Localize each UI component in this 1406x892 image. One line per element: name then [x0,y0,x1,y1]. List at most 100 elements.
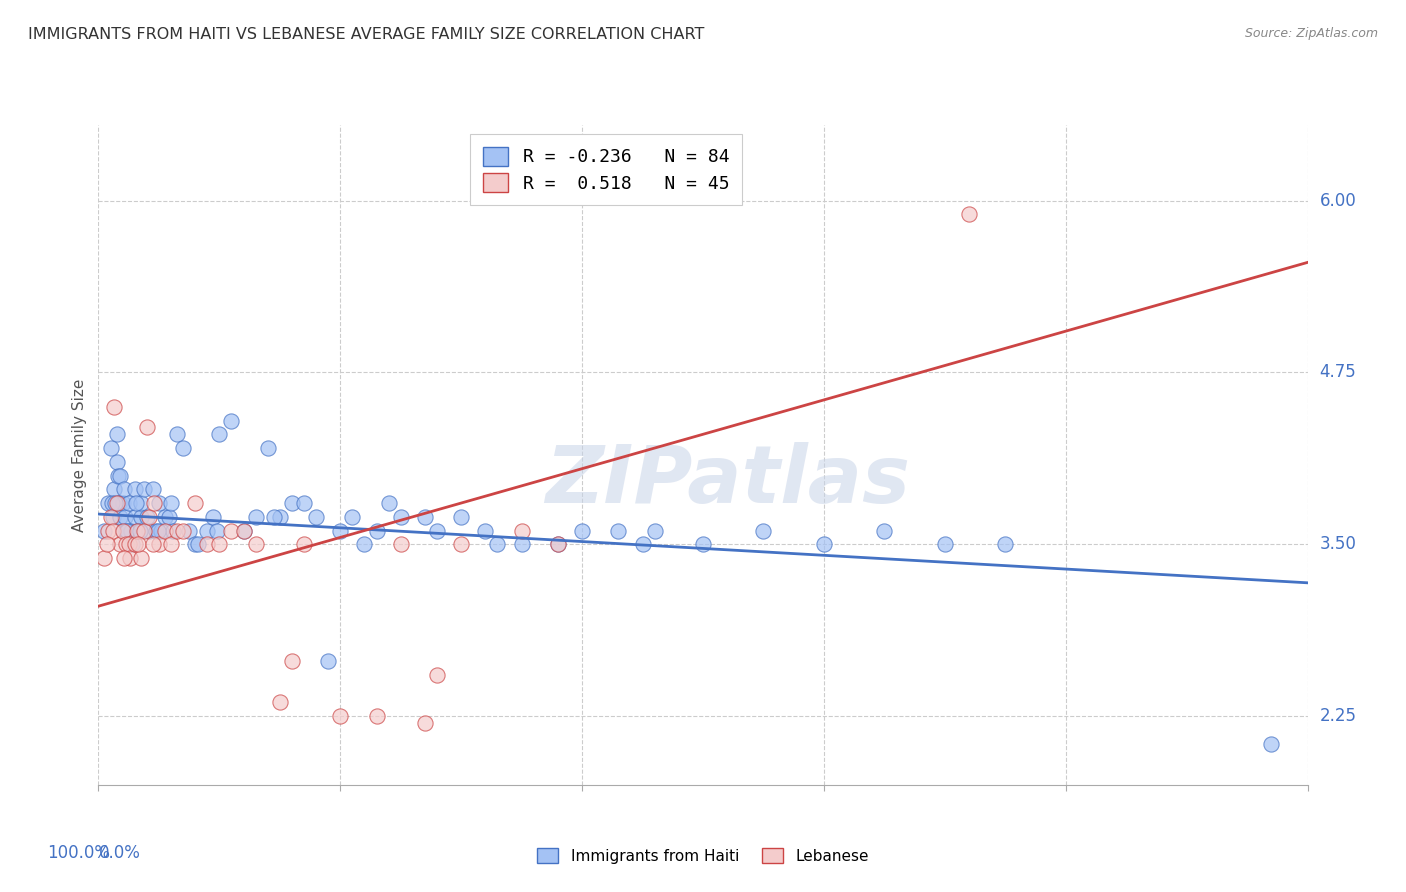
Text: Source: ZipAtlas.com: Source: ZipAtlas.com [1244,27,1378,40]
Point [221,524,243,538]
Text: 6.00: 6.00 [1320,192,1357,210]
Point [208,427,231,442]
Point [245,509,267,524]
Point [377,496,399,510]
Point [134,524,156,538]
Point [486,537,509,551]
Point [103,400,125,414]
Point [166,427,188,442]
Point [129,509,152,524]
Point [135,420,157,434]
Point [118,496,141,510]
Point [292,537,315,551]
Point [644,524,666,538]
Point [353,537,375,551]
Point [389,509,412,524]
Point [97,496,120,510]
Point [172,524,194,538]
Point [138,509,160,524]
Point [426,524,449,538]
Point [571,524,593,538]
Point [108,496,131,510]
Point [1260,737,1282,751]
Point [202,509,225,524]
Point [813,537,835,551]
Point [329,524,352,538]
Point [100,441,122,455]
Point [426,668,449,682]
Point [153,524,176,538]
Point [153,509,176,524]
Point [389,537,412,551]
Point [692,537,714,551]
Point [120,524,142,538]
Point [184,496,207,510]
Point [221,413,243,427]
Point [205,524,228,538]
Point [957,207,980,221]
Point [934,537,956,551]
Text: 3.50: 3.50 [1320,535,1357,553]
Point [127,524,149,538]
Point [547,537,569,551]
Point [108,537,131,551]
Point [269,509,291,524]
Point [115,524,138,538]
Y-axis label: Average Family Size: Average Family Size [72,378,87,532]
Point [103,483,125,497]
Point [263,509,285,524]
Point [342,509,364,524]
Text: 0.0%: 0.0% [98,845,141,863]
Point [195,524,218,538]
Point [148,496,170,510]
Point [316,654,339,668]
Point [256,441,278,455]
Point [474,524,496,538]
Point [160,537,183,551]
Point [366,524,388,538]
Point [450,537,472,551]
Point [125,496,148,510]
Point [208,537,231,551]
Point [413,509,436,524]
Point [100,496,122,510]
Point [150,524,173,538]
Text: 4.75: 4.75 [1320,363,1357,382]
Point [115,537,138,551]
Point [195,537,218,551]
Point [97,524,120,538]
Point [547,537,569,551]
Point [162,524,184,538]
Text: 100.0%: 100.0% [48,845,111,863]
Point [172,441,194,455]
Point [145,524,167,538]
Point [108,509,131,524]
Point [127,524,149,538]
Point [138,524,160,538]
Point [148,537,170,551]
Point [101,524,124,538]
Point [281,496,304,510]
Point [105,455,128,469]
Point [93,551,115,566]
Text: 2.25: 2.25 [1320,707,1357,725]
Point [93,524,115,538]
Point [96,537,118,551]
Point [112,483,135,497]
Point [510,524,533,538]
Point [450,509,472,524]
Legend: Immigrants from Haiti, Lebanese: Immigrants from Haiti, Lebanese [531,841,875,870]
Point [146,524,169,538]
Point [281,654,304,668]
Point [107,468,129,483]
Point [100,509,122,524]
Point [607,524,630,538]
Point [111,524,134,538]
Text: IMMIGRANTS FROM HAITI VS LEBANESE AVERAGE FAMILY SIZE CORRELATION CHART: IMMIGRANTS FROM HAITI VS LEBANESE AVERAG… [28,27,704,42]
Point [129,496,152,510]
Point [129,551,152,566]
Point [994,537,1017,551]
Point [117,524,139,538]
Point [118,537,141,551]
Point [413,716,436,731]
